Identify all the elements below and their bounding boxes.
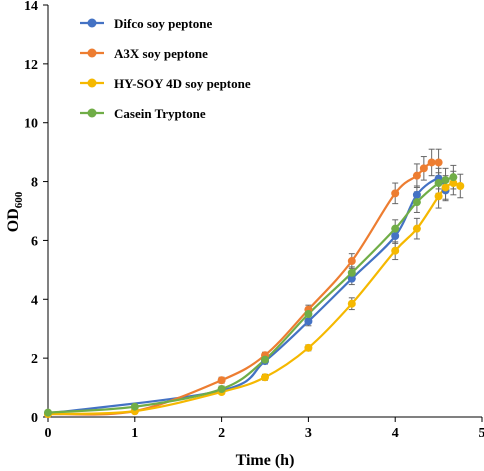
data-point-a3x-soy-peptone [347,257,356,266]
data-point-casein-tryptone [304,310,313,318]
data-point-casein-tryptone [391,224,400,233]
y-ticks: 0 2 4 6 8 10 12 14 [24,0,48,426]
data-point-casein-tryptone [441,176,450,185]
x-tick-label: 5 [479,426,484,441]
y-tick-label: 2 [31,352,38,367]
legend: Difco soy peptone A3X soy peptone HY-SOY 4… [80,16,251,121]
y-tick-label: 6 [31,234,38,249]
data-point-a3x-soy-peptone [217,376,226,385]
y-axis-title-base: OD [5,208,22,232]
x-tick-label: 2 [218,426,225,441]
y-tick-label: 0 [31,411,38,426]
y-tick-label: 10 [24,117,38,132]
data-point-hy-soy-4d-soy-peptone [441,183,450,192]
y-tick-label: 14 [24,0,38,14]
data-point-difco-soy-peptone [412,190,421,199]
data-point-a3x-soy-peptone [427,158,436,167]
error-bars [45,148,464,417]
series-markers [44,158,465,419]
data-point-difco-soy-peptone [304,317,313,326]
data-point-difco-soy-peptone [391,232,400,241]
x-ticks: 0 1 2 3 4 5 [45,417,484,441]
data-point-hy-soy-4d-soy-peptone [456,181,465,190]
legend-marker-difco-soy-peptone [87,18,97,28]
data-point-a3x-soy-peptone [419,164,428,173]
data-point-casein-tryptone [217,385,226,394]
legend-label-hy-soy-4d-soy-peptone: HY-SOY 4D soy peptone [114,76,251,91]
series-lines [47,160,461,416]
x-tick-label: 3 [305,426,312,441]
x-tick-label: 0 [45,426,52,441]
data-point-casein-tryptone [44,408,52,417]
data-point-difco-soy-peptone [347,274,356,283]
data-point-casein-tryptone [449,173,458,182]
data-point-hy-soy-4d-soy-peptone [304,343,313,352]
y-tick-label: 12 [24,58,38,73]
data-point-casein-tryptone [261,355,269,364]
legend-marker-a3x-soy-peptone [87,48,97,58]
data-point-hy-soy-4d-soy-peptone [412,224,421,233]
axes [47,5,482,418]
data-point-a3x-soy-peptone [434,158,443,167]
data-point-a3x-soy-peptone [412,171,421,180]
data-point-casein-tryptone [347,268,356,277]
data-point-hy-soy-4d-soy-peptone [261,373,269,382]
y-axis-title: OD600 [5,191,25,232]
y-tick-label: 8 [31,176,38,191]
legend-label-a3x-soy-peptone: A3X soy peptone [114,46,208,61]
data-point-hy-soy-4d-soy-peptone [347,299,356,308]
data-point-hy-soy-4d-soy-peptone [434,192,443,201]
legend-label-difco-soy-peptone: Difco soy peptone [114,16,212,31]
x-tick-label: 1 [131,426,138,441]
data-point-casein-tryptone [412,198,421,207]
series-line-difco-soy-peptone [47,177,447,415]
data-point-casein-tryptone [434,179,443,188]
series-line-a3x-soy-peptone [47,160,439,416]
x-tick-label: 4 [392,426,399,441]
data-point-hy-soy-4d-soy-peptone [391,246,400,255]
legend-label-casein-tryptone: Casein Tryptone [114,106,206,121]
legend-marker-hy-soy-4d-soy-peptone [87,78,97,88]
data-point-a3x-soy-peptone [391,189,400,198]
series-line-hy-soy-4d-soy-peptone [47,181,461,416]
x-axis-title: Time (h) [236,452,295,469]
legend-marker-casein-tryptone [87,108,97,118]
y-axis-title-subscript: 600 [13,191,25,208]
y-tick-label: 4 [31,293,38,308]
data-point-hy-soy-4d-soy-peptone [449,179,458,188]
data-point-casein-tryptone [130,402,139,411]
